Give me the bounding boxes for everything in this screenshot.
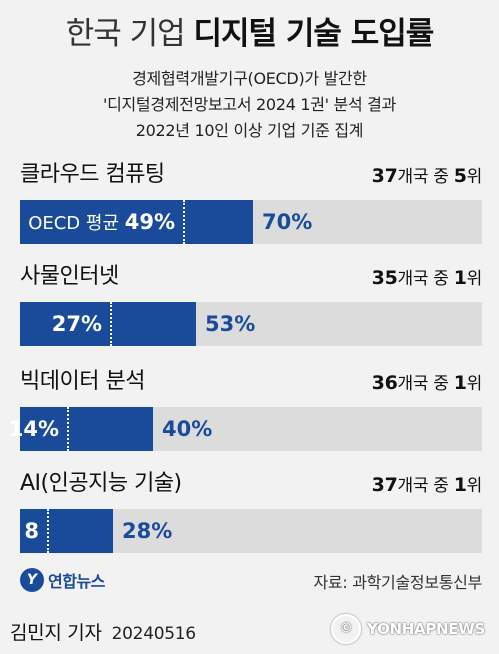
rank-end-text: 위 — [466, 374, 483, 394]
rank-mid-text: 개국 중 — [397, 374, 454, 394]
korea-bar — [20, 509, 113, 553]
oecd-average-label: 8 — [24, 509, 39, 553]
title-light: 한국 기업 — [65, 16, 186, 52]
subtitle-line-3: 2022년 10인 이상 기업 기준 집계 — [135, 121, 364, 140]
oecd-value-label: 27% — [51, 312, 102, 336]
rank-number: 1 — [453, 372, 467, 394]
korea-value-label: 40% — [162, 417, 213, 441]
oecd-value-label: 8 — [24, 519, 39, 543]
watermark-text: YONHAPNEWS — [367, 620, 485, 638]
oecd-average-line — [67, 407, 69, 451]
oecd-average-line — [110, 302, 112, 346]
publish-date: 20240516 — [111, 624, 196, 644]
rank-mid-text: 개국 중 — [397, 167, 454, 187]
rank-mid-text: 개국 중 — [397, 476, 454, 496]
watermark: © YONHAPNEWS — [331, 614, 485, 644]
yonhap-logo: Y 연합뉴스 — [20, 567, 105, 593]
rank-end-text: 위 — [466, 476, 483, 496]
korea-value-label: 53% — [205, 312, 256, 336]
rank-end-text: 위 — [466, 269, 483, 289]
watermark-logo-icon: © — [331, 614, 362, 644]
rank-total: 37 — [371, 474, 398, 496]
rank-label: 37개국 중 5위 — [371, 162, 483, 191]
category-label: 사물인터넷 — [20, 264, 119, 289]
bar-track: 8 28% — [20, 509, 482, 553]
rank-mid-text: 개국 중 — [397, 269, 454, 289]
rank-number: 1 — [453, 267, 467, 289]
rank-total: 36 — [371, 372, 398, 394]
category-label: 클라우드 컴퓨팅 — [20, 162, 165, 187]
yonhap-logo-icon: Y — [20, 568, 44, 592]
oecd-average-label: 27% — [52, 302, 102, 346]
rank-total: 37 — [371, 165, 398, 187]
oecd-value-label: 49% — [124, 210, 175, 234]
korea-bar — [20, 407, 153, 451]
chart-section: AI(인공지능 기술) 37개국 중 1위 8 28% — [20, 469, 482, 569]
bar-track: 14% 40% — [9, 407, 482, 451]
yonhap-logo-text: 연합뉴스 — [48, 572, 105, 591]
title-bold: 디지털 기술 도입률 — [193, 16, 435, 52]
rank-label: 36개국 중 1위 — [371, 369, 483, 398]
oecd-average-line — [183, 200, 185, 244]
bar-track: OECD 평균 49% 70% — [20, 200, 482, 244]
rank-label: 35개국 중 1위 — [371, 264, 483, 293]
oecd-label-prefix: OECD 평균 — [28, 213, 119, 234]
korea-bar — [20, 302, 196, 346]
korea-value-label: 28% — [122, 519, 173, 543]
bar-track: 27% 53% — [20, 302, 482, 346]
rank-end-text: 위 — [466, 167, 483, 187]
chart-section: 사물인터넷 35개국 중 1위 27% 53% — [20, 262, 482, 362]
source-note: 자료: 과학기술정보통신부 — [313, 573, 483, 592]
korea-value-label: 70% — [262, 210, 313, 234]
subtitle-line-1: 경제협력개발기구(OECD)가 발간한 — [132, 69, 367, 88]
category-label: 빅데이터 분석 — [20, 369, 145, 394]
chart-section: 클라우드 컴퓨팅 37개국 중 5위 OECD 평균 49% 70% — [20, 160, 482, 260]
rank-number: 1 — [453, 474, 467, 496]
rank-label: 37개국 중 1위 — [371, 471, 483, 500]
korea-bar — [20, 200, 253, 244]
byline: 김민지 기자 20240516 — [10, 618, 196, 645]
page-title: 한국 기업 디지털 기술 도입률 — [0, 14, 499, 54]
oecd-average-label: 14% — [9, 407, 59, 451]
category-label: AI(인공지능 기술) — [20, 471, 182, 496]
rank-number: 5 — [453, 165, 467, 187]
oecd-average-label: OECD 평균 49% — [28, 200, 175, 244]
subtitle: 경제협력개발기구(OECD)가 발간한 '디지털경제전망보고서 2024 1권'… — [0, 66, 499, 144]
oecd-value-label: 14% — [8, 417, 59, 441]
reporter-name: 김민지 기자 — [10, 622, 102, 644]
chart-section: 빅데이터 분석 36개국 중 1위 14% 40% — [9, 367, 483, 467]
oecd-average-line — [47, 509, 49, 553]
rank-total: 35 — [371, 267, 398, 289]
subtitle-line-2: '디지털경제전망보고서 2024 1권' 분석 결과 — [102, 95, 397, 114]
